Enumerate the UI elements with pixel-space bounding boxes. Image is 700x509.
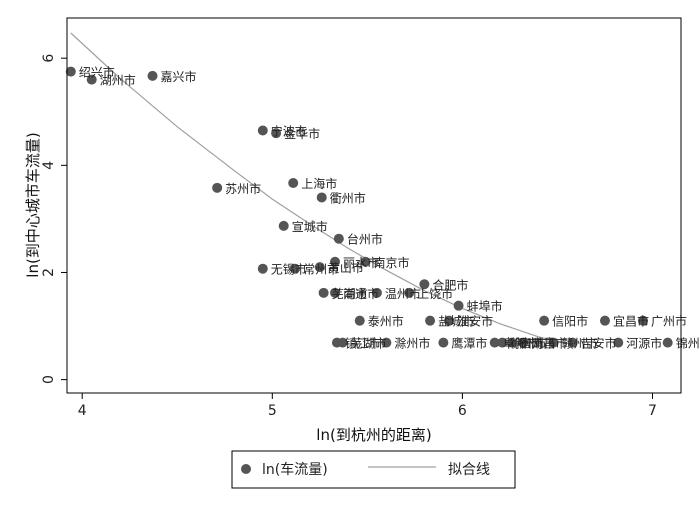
point-label: 南京市 xyxy=(373,255,409,270)
data-point xyxy=(404,287,415,298)
point-label: 南昌市 xyxy=(531,336,567,351)
data-point xyxy=(316,192,327,203)
point-label: 台州市 xyxy=(347,232,383,247)
point-label: 镇江市 xyxy=(345,336,381,351)
point-label: 阜阳市 xyxy=(503,336,539,351)
data-point xyxy=(599,315,610,326)
point-label: 黄山市 xyxy=(328,260,364,275)
data-point xyxy=(613,337,624,348)
data-point xyxy=(330,256,341,267)
point-label: 温州市 xyxy=(385,286,421,301)
data-point xyxy=(337,337,348,348)
data-point xyxy=(438,337,449,348)
data-point xyxy=(425,315,436,326)
data-point xyxy=(637,315,648,326)
x-tick-label: 7 xyxy=(648,403,657,419)
data-point xyxy=(444,315,455,326)
point-label: 淮安市 xyxy=(457,314,493,329)
point-label: 滁州市 xyxy=(394,336,430,351)
data-point xyxy=(497,337,508,348)
point-label: 绍兴市 xyxy=(79,65,115,80)
data-point xyxy=(453,300,464,311)
y-axis-title: ln(到中心城市车流量) xyxy=(24,132,42,277)
data-point xyxy=(381,337,392,348)
x-axis-title: ln(到杭州的距离) xyxy=(316,426,431,444)
points-layer xyxy=(65,66,673,348)
point-label: 信阳市 xyxy=(552,314,588,329)
legend-box xyxy=(231,450,516,489)
point-label: 泰州市 xyxy=(368,314,404,329)
data-point xyxy=(333,233,344,244)
data-point xyxy=(314,262,325,273)
point-label: 宁波市 xyxy=(271,124,307,139)
point-label: 河源市 xyxy=(626,336,662,351)
data-point xyxy=(489,337,500,348)
data-point xyxy=(662,337,673,348)
point-label: 湖州市 xyxy=(100,73,136,88)
legend-label-fit: 拟合线 xyxy=(448,462,490,478)
data-point xyxy=(506,337,517,348)
data-point xyxy=(288,178,299,188)
point-label: 常州市 xyxy=(303,262,339,277)
point-label: 丽水市 xyxy=(343,255,379,270)
point-label: 宿州市 xyxy=(520,336,556,351)
point-label: 衢州市 xyxy=(330,190,366,205)
plot-area-frame xyxy=(66,17,682,394)
fit-line-layer xyxy=(70,32,568,345)
point-label: 金华市 xyxy=(284,126,320,141)
data-point xyxy=(257,263,268,274)
data-point xyxy=(419,279,430,290)
data-point xyxy=(539,315,550,326)
point-label: 无锡市 xyxy=(271,262,307,277)
point-label: 赣州市 xyxy=(562,336,598,351)
point-label: 广州市 xyxy=(651,314,687,329)
data-point xyxy=(518,337,529,348)
fit-line xyxy=(70,32,568,345)
data-point xyxy=(354,315,365,326)
y-tick-label: 2 xyxy=(41,268,57,277)
point-label: 上海市 xyxy=(301,176,337,191)
data-point xyxy=(330,287,341,298)
point-label: 苏州市 xyxy=(225,181,261,196)
point-label: 南通市 xyxy=(343,286,379,301)
point-label: 芜湖市 xyxy=(351,336,387,351)
point-label: 合肥市 xyxy=(432,277,468,292)
data-point xyxy=(278,220,289,231)
point-label: 锦州市 xyxy=(676,336,700,351)
point-label: 盐城市 xyxy=(438,314,474,329)
data-point xyxy=(548,337,559,348)
point-label: 蚌埠市 xyxy=(467,299,503,314)
data-point xyxy=(290,263,301,274)
data-point xyxy=(86,74,97,85)
y-tick-label: 4 xyxy=(41,161,57,170)
point-label: 鹰潭市 xyxy=(451,336,487,351)
data-point xyxy=(65,66,76,77)
x-tick-label: 6 xyxy=(458,403,467,419)
axes-layer: 4 5 6 7 0 2 4 6 xyxy=(41,54,657,419)
data-point xyxy=(318,287,329,298)
data-point xyxy=(271,128,282,139)
y-tick-label: 6 xyxy=(41,54,57,63)
point-label: 嘉兴市 xyxy=(161,69,197,84)
data-point xyxy=(360,256,371,267)
point-label: 宣城市 xyxy=(292,219,328,234)
legend-marker-points xyxy=(241,464,251,474)
point-label: 吉安市 xyxy=(581,336,617,351)
data-point xyxy=(147,70,158,81)
point-label: 上饶市 xyxy=(417,286,453,301)
point-label: 宜昌市 xyxy=(613,314,649,329)
point-label: 徐州市 xyxy=(510,336,546,351)
data-point xyxy=(567,337,578,348)
point-label: 芜湖市 xyxy=(332,286,368,301)
data-point xyxy=(371,287,382,298)
x-tick-label: 5 xyxy=(268,403,277,419)
legend: ln(车流量) 拟合线 xyxy=(231,450,516,489)
x-tick-label: 4 xyxy=(78,403,87,419)
legend-label-points: ln(车流量) xyxy=(262,461,328,478)
y-tick-label: 0 xyxy=(41,375,57,384)
data-point xyxy=(257,125,268,136)
data-point xyxy=(212,182,223,193)
